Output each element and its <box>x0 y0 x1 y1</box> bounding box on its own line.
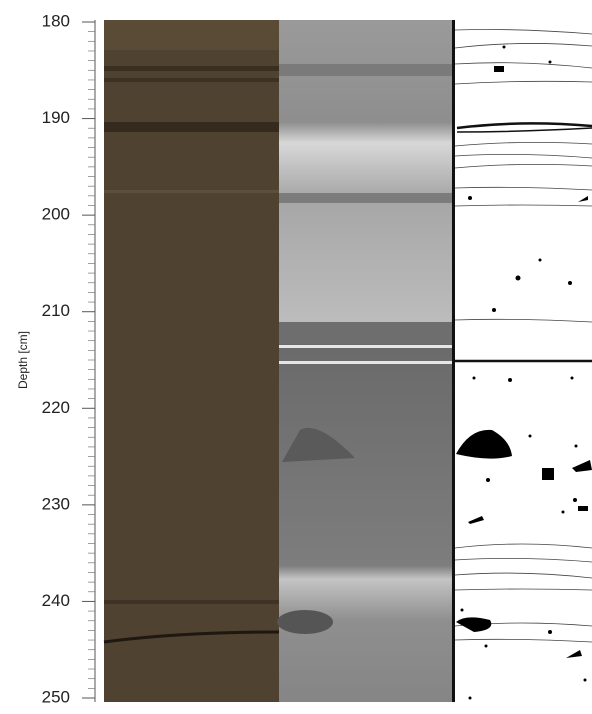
y-tick-label: 240 <box>42 591 70 610</box>
y-axis-label: Depth [cm] <box>16 331 30 389</box>
divider <box>452 20 455 702</box>
y-tick-label: 230 <box>42 494 70 513</box>
y-tick-label: 200 <box>42 205 70 224</box>
y-tick-label: 180 <box>42 11 70 30</box>
y-tick-label: 250 <box>42 687 70 706</box>
core-xray <box>277 20 452 702</box>
core-figure: Depth [cm] 180 190 200 210 220 230 240 250 <box>0 0 592 709</box>
core-photo <box>104 20 279 702</box>
core-drawing <box>455 30 592 700</box>
y-tick-label: 210 <box>42 301 70 320</box>
y-tick-label: 190 <box>42 108 70 127</box>
y-tick-label: 220 <box>42 398 70 417</box>
